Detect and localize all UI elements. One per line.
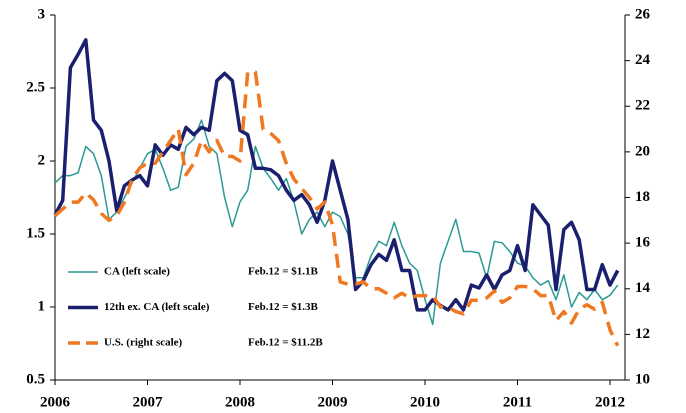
y2-tick-label: 18 bbox=[635, 189, 650, 205]
x-tick-label: 2010 bbox=[410, 394, 440, 410]
y2-tick-label: 14 bbox=[635, 280, 651, 296]
x-tick-label: 2009 bbox=[318, 394, 348, 410]
x-tick-label: 2006 bbox=[40, 394, 71, 410]
y2-tick-label: 10 bbox=[635, 371, 650, 387]
y-tick-label: 1 bbox=[38, 298, 46, 314]
series-line bbox=[53, 70, 620, 347]
legend-label: U.S. (right scale) bbox=[104, 337, 183, 349]
y-tick-label: 2 bbox=[38, 152, 46, 168]
y2-tick-label: 12 bbox=[635, 326, 650, 342]
y-tick-label: 0.5 bbox=[26, 371, 45, 387]
y-tick-label: 1.5 bbox=[26, 225, 45, 241]
y2-tick-label: 20 bbox=[635, 143, 650, 159]
legend-label: CA (left scale) bbox=[104, 266, 170, 278]
y-tick-label: 3 bbox=[38, 6, 46, 22]
x-tick-label: 2012 bbox=[595, 394, 625, 410]
x-tick-label: 2008 bbox=[225, 394, 255, 410]
y-tick-label: 2.5 bbox=[26, 79, 45, 95]
legend-note: Feb.12 = $1.1B bbox=[248, 266, 318, 278]
x-tick-label: 2011 bbox=[503, 394, 532, 410]
y2-tick-label: 22 bbox=[635, 98, 650, 114]
y2-tick-label: 24 bbox=[635, 52, 651, 68]
y2-tick-label: 26 bbox=[635, 6, 651, 22]
x-tick-label: 2007 bbox=[133, 394, 164, 410]
y2-tick-label: 16 bbox=[635, 235, 651, 251]
legend-note: Feb.12 = $11.2B bbox=[248, 337, 323, 349]
legend-note: Feb.12 = $1.3B bbox=[248, 301, 318, 313]
legend-label: 12th ex. CA (left scale) bbox=[104, 301, 210, 313]
series-line bbox=[53, 38, 620, 312]
series-line bbox=[54, 119, 619, 326]
